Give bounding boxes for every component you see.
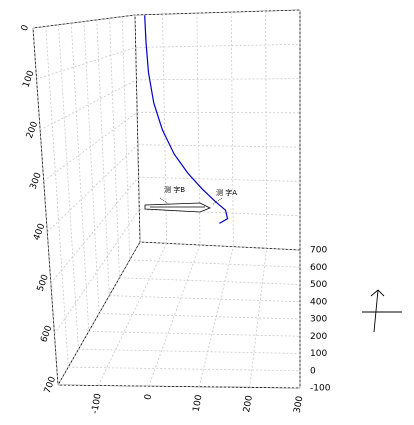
grid-line [83,21,100,314]
x-tick-label: 100 [192,394,205,413]
grid-line [198,246,234,387]
y-tick-label: 200 [310,332,327,342]
y-tick-label: 600 [310,263,327,273]
grid-line [43,111,138,182]
grid-line [57,241,141,386]
y-tick-label: 0 [310,366,316,376]
y-tick-label: 100 [310,349,327,359]
y-tick-label: 500 [310,280,327,290]
z-tick-label: 700 [43,375,58,395]
grid-line [148,244,201,387]
grid-line [68,366,301,372]
grid-line [96,19,110,296]
grid-line [54,209,140,335]
annotation: 测 字B [164,185,185,194]
grid-line [135,43,301,48]
grid-line [129,259,301,268]
x-tick-label: -100 [90,392,103,414]
y-tick-label: 300 [310,315,327,325]
grid-line [119,277,301,285]
x-tick-label: 200 [242,394,255,413]
grid-line [134,14,141,243]
grid-line [139,241,301,251]
grid-line [50,176,139,284]
y-tick-label: -100 [310,384,331,394]
grid-line [98,313,301,320]
grid-line [137,144,301,148]
grid-line [70,23,90,332]
y-tick-label: 400 [310,297,327,307]
grid-line [45,26,69,368]
grid-line [137,111,301,114]
tool-shape [144,197,223,213]
grid-line [39,79,137,131]
grid-line [230,12,234,247]
x-tick-label: 300 [293,395,306,414]
annotation: 测 字A [216,188,237,197]
y-tick-label: 700 [310,246,327,256]
grid-line [109,18,120,278]
box-edge [32,27,59,386]
compass [362,289,402,333]
grid-line [121,16,131,260]
grid-line [109,295,301,303]
z-tick-label: 300 [29,171,44,191]
grid-line [58,24,79,350]
grid-line [36,47,136,80]
z-tick-label: 0 [20,24,31,33]
grid-line [136,78,301,81]
grid-line [134,9,301,16]
grid-line [249,248,268,388]
grid-line [47,144,139,233]
grid-line [88,330,301,337]
z-tick-label: 100 [21,69,36,89]
grid-line [139,209,301,217]
grid-line [57,384,301,389]
z-tick-label: 500 [36,273,51,293]
grid-line [32,14,136,29]
x-tick-label: 0 [143,393,154,401]
grid-line [138,176,301,182]
z-tick-label: 600 [39,324,54,344]
z-tick-label: 200 [25,120,40,140]
grid-line [78,348,301,354]
trajectory-line [144,15,229,224]
z-tick-label: 400 [32,222,47,242]
grid-line [265,11,268,249]
